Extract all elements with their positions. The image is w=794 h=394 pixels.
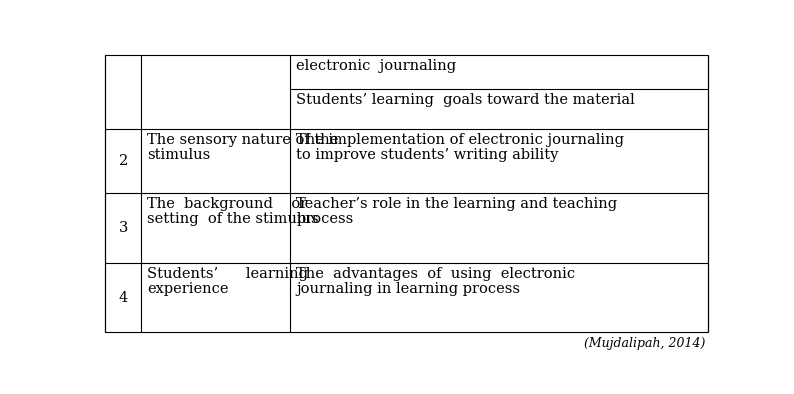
Text: Teacher’s role in the learning and teaching: Teacher’s role in the learning and teach…: [296, 197, 617, 211]
Text: Students’      learning: Students’ learning: [147, 267, 308, 281]
Text: Students’ learning  goals toward the material: Students’ learning goals toward the mate…: [296, 93, 635, 108]
Text: journaling in learning process: journaling in learning process: [296, 282, 520, 296]
Text: The sensory nature of the: The sensory nature of the: [147, 134, 338, 147]
Text: 3: 3: [118, 221, 128, 235]
Text: setting  of the stimulus: setting of the stimulus: [147, 212, 319, 226]
Text: stimulus: stimulus: [147, 149, 210, 162]
Text: The  advantages  of  using  electronic: The advantages of using electronic: [296, 267, 576, 281]
Text: 2: 2: [118, 154, 128, 168]
Text: 4: 4: [118, 291, 128, 305]
Text: The  background    or: The background or: [147, 197, 307, 211]
Text: The implementation of electronic journaling: The implementation of electronic journal…: [296, 134, 624, 147]
Text: electronic  journaling: electronic journaling: [296, 59, 457, 73]
Text: (Mujdalipah, 2014): (Mujdalipah, 2014): [584, 337, 705, 350]
Text: process: process: [296, 212, 353, 226]
Text: to improve students’ writing ability: to improve students’ writing ability: [296, 149, 558, 162]
Text: experience: experience: [147, 282, 229, 296]
